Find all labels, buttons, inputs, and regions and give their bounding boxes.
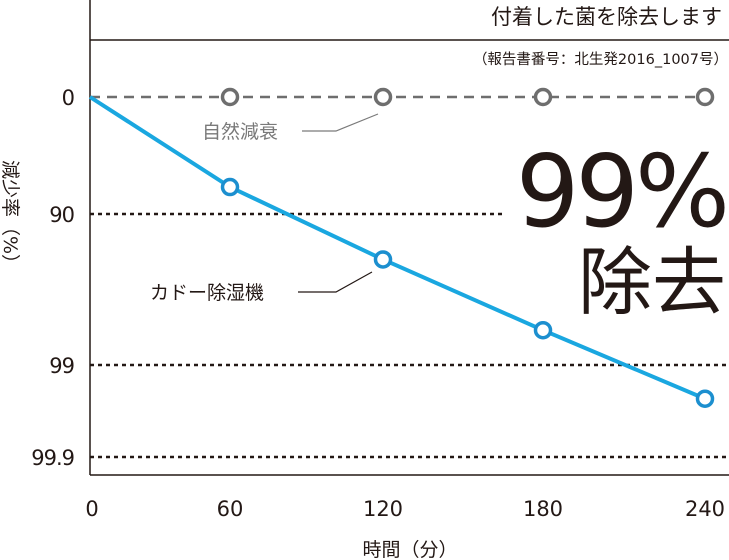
x-axis-label: 時間（分）	[362, 539, 457, 560]
leader-natural-decay	[302, 113, 379, 132]
data-point	[220, 87, 240, 107]
legend-kado: カドー除湿機	[150, 282, 264, 304]
x-tick-label: 60	[217, 497, 244, 521]
data-point	[220, 177, 240, 197]
x-tick-label: 240	[685, 497, 725, 521]
y-tick-label: 99.9	[31, 446, 74, 470]
x-tick-label: 120	[363, 497, 403, 521]
y-tick-label: 0	[62, 86, 74, 110]
y-tick-label: 90	[49, 203, 74, 227]
leader-kado	[298, 271, 373, 293]
data-point	[533, 320, 553, 340]
x-tick-label: 0	[85, 497, 98, 521]
y-axis-label: 減少率（%）	[0, 160, 21, 273]
chart-subtitle: （報告書番号：北生発2016_1007号）	[473, 51, 728, 68]
big-annotation: 99%	[516, 133, 726, 250]
y-tick-label: 99	[49, 354, 74, 378]
big-annotation-sub: 除去	[578, 240, 726, 326]
data-point	[373, 250, 393, 269]
data-point	[373, 87, 393, 107]
x-tick-label: 180	[523, 497, 563, 521]
legend-natural-decay: 自然減衰	[202, 121, 278, 143]
chart-title: 付着した菌を除去します	[491, 5, 722, 29]
data-point	[533, 87, 553, 107]
data-point	[695, 389, 715, 408]
data-point	[695, 87, 715, 107]
